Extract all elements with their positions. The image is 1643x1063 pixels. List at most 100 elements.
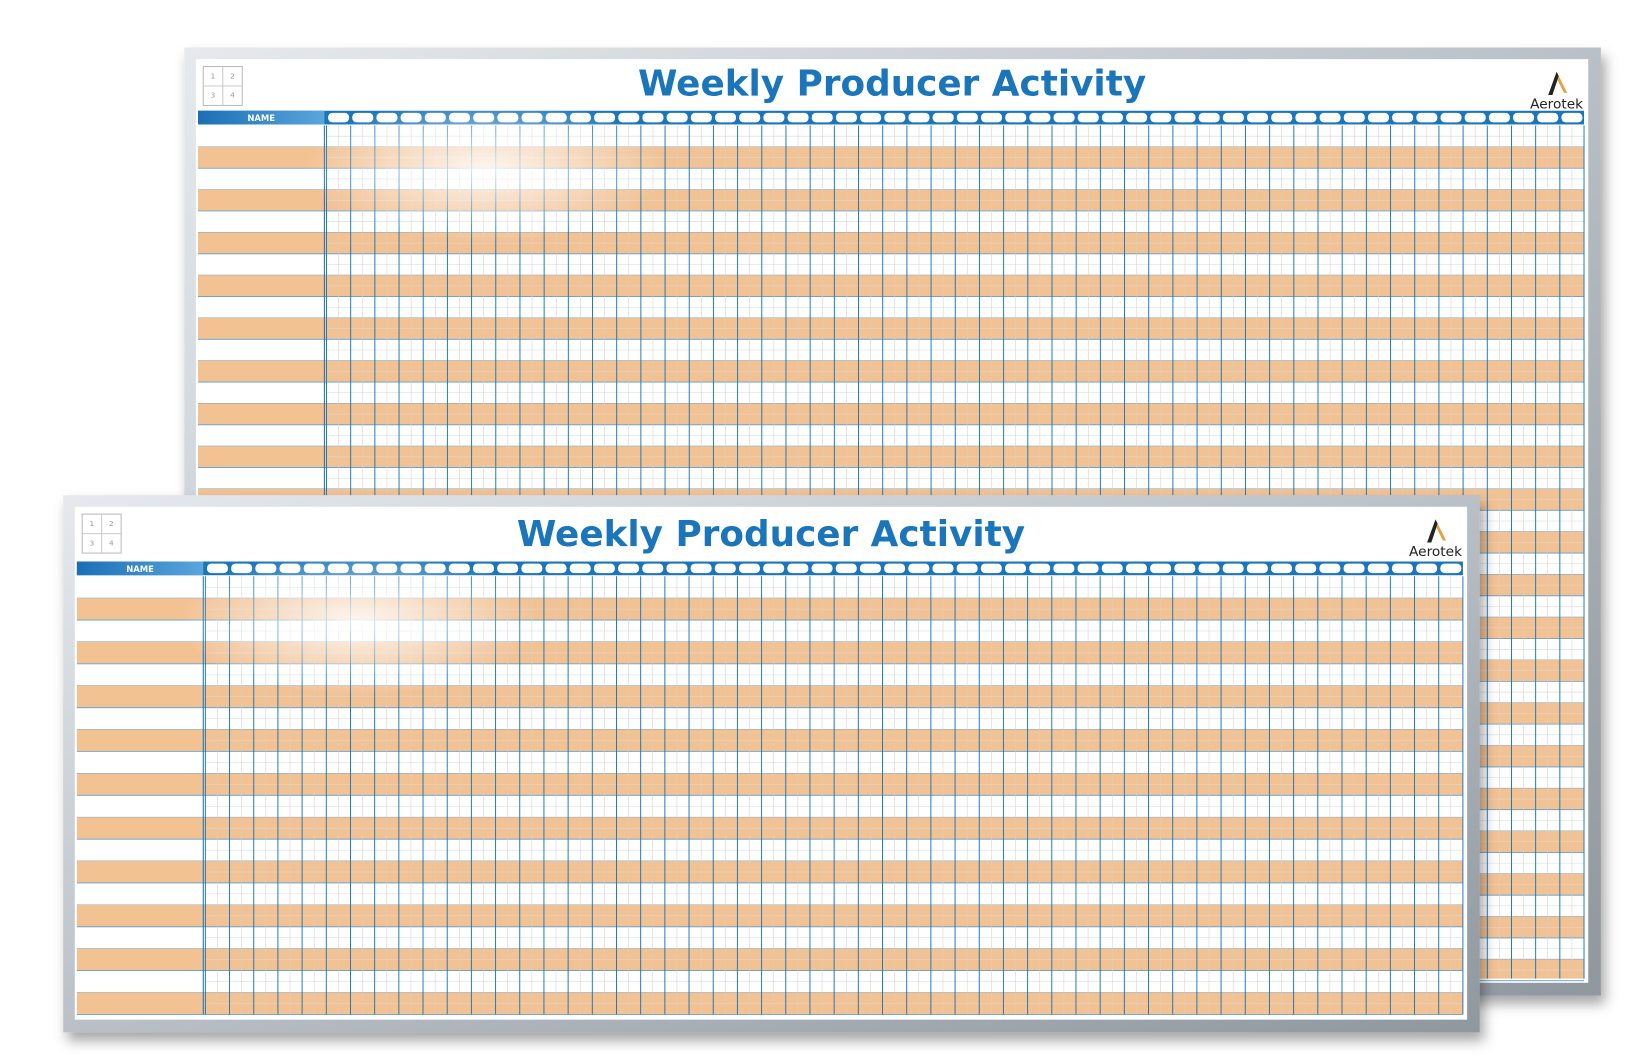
date-pill	[811, 112, 833, 123]
logo-text: Aerotek	[1409, 544, 1462, 560]
logo-text: Aerotek	[1530, 96, 1583, 112]
date-pill	[1488, 112, 1510, 123]
board-title: Weekly Producer Activity	[638, 63, 1146, 104]
quadrant-number: 3	[211, 91, 216, 100]
logo-mark	[1557, 75, 1568, 93]
date-pill	[1537, 112, 1559, 123]
date-pill	[884, 563, 906, 574]
date-pill	[811, 563, 833, 574]
date-pill	[1416, 563, 1438, 574]
date-pill	[1198, 112, 1220, 123]
date-pill	[739, 112, 761, 123]
logo-mark	[1427, 519, 1438, 543]
date-pill	[593, 563, 615, 574]
date-pill	[1295, 112, 1317, 123]
date-pill	[1440, 112, 1462, 123]
date-pill	[545, 563, 567, 574]
quadrant-number: 1	[211, 71, 216, 80]
date-pill	[738, 563, 761, 574]
name-header: NAME	[126, 564, 154, 574]
date-pill	[1319, 563, 1341, 574]
date-pill	[1416, 112, 1438, 123]
name-header-cell	[198, 110, 325, 125]
date-pill	[1271, 563, 1293, 574]
date-pill	[1005, 112, 1027, 123]
date-pill	[1198, 563, 1220, 574]
date-pill	[1391, 563, 1413, 574]
date-pill	[1295, 563, 1317, 574]
date-pill	[956, 563, 978, 574]
date-pill	[714, 563, 736, 574]
date-pill	[1101, 563, 1123, 574]
date-pill	[642, 563, 664, 574]
date-pill	[860, 112, 882, 123]
date-pill	[1367, 112, 1389, 123]
date-pill	[835, 112, 857, 123]
date-pill	[763, 563, 785, 574]
date-pill	[980, 563, 1002, 574]
quadrant-number: 4	[109, 538, 114, 547]
date-pill	[1343, 563, 1365, 574]
date-pill	[884, 112, 906, 123]
date-pill	[1222, 563, 1244, 574]
date-pill	[932, 112, 954, 123]
date-pill	[1053, 563, 1075, 574]
date-pill	[666, 112, 688, 123]
date-pill	[1126, 112, 1148, 123]
date-pill	[666, 563, 688, 574]
date-pill	[1150, 112, 1172, 123]
date-pill	[1464, 112, 1486, 123]
glare	[179, 547, 538, 696]
quadrant-number: 2	[230, 71, 235, 80]
date-pill	[763, 112, 785, 123]
date-pill	[1367, 563, 1389, 574]
date-pill	[1174, 112, 1196, 123]
quadrant-number: 2	[109, 519, 114, 528]
date-pill	[1222, 112, 1244, 123]
date-pill	[1440, 563, 1462, 574]
date-pill	[1005, 563, 1027, 574]
date-pill	[932, 563, 954, 574]
name-header-cell	[76, 561, 204, 576]
date-pill	[1513, 112, 1535, 123]
name-header: NAME	[247, 113, 275, 123]
date-pill	[1101, 112, 1123, 123]
date-pill	[715, 112, 737, 123]
date-pill	[206, 563, 228, 574]
date-pill	[521, 563, 543, 574]
date-pill	[497, 563, 519, 574]
date-pill	[1029, 112, 1051, 123]
date-pill	[1150, 563, 1172, 574]
date-pill	[1343, 112, 1365, 123]
date-pill	[642, 112, 664, 123]
date-pill	[1053, 112, 1075, 123]
date-pill	[908, 563, 930, 574]
quadrant-number: 3	[90, 538, 95, 547]
date-pill	[618, 563, 640, 574]
date-pill	[1561, 112, 1583, 123]
logo-mark	[1436, 523, 1447, 541]
date-pill	[1392, 112, 1414, 123]
date-pill	[908, 112, 930, 123]
date-pill	[1246, 563, 1268, 574]
date-pill	[956, 112, 978, 123]
date-pill	[1319, 112, 1341, 123]
date-pill	[618, 112, 640, 123]
date-pill	[1029, 563, 1051, 574]
date-pill	[1077, 563, 1099, 574]
logo-mark	[1548, 71, 1559, 95]
date-pill	[1174, 563, 1196, 574]
date-pill	[328, 112, 350, 123]
date-pill	[1077, 112, 1099, 123]
date-pill	[569, 563, 591, 574]
date-pill	[981, 112, 1003, 123]
date-pill	[1247, 112, 1269, 123]
date-pill	[859, 563, 881, 574]
date-pill	[690, 112, 712, 123]
board-title: Weekly Producer Activity	[517, 514, 1025, 555]
date-pill	[690, 563, 712, 574]
quadrant-number: 4	[230, 91, 235, 100]
date-pill	[1271, 112, 1293, 123]
